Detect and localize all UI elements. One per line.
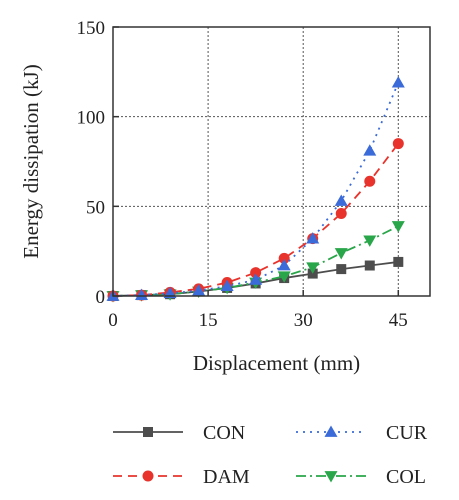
legend-item-col: COL <box>296 466 426 488</box>
legend-label: CON <box>203 422 245 444</box>
data-point-cur <box>363 144 377 156</box>
data-point-dam <box>250 267 262 279</box>
data-point-con <box>393 256 404 267</box>
data-point-col <box>363 235 377 247</box>
grid-lines <box>113 27 430 296</box>
y-tick-label: 100 <box>77 108 106 129</box>
legend-marker <box>142 470 154 482</box>
y-axis-title: Energy dissipation (kJ) <box>19 64 43 258</box>
data-point-cur <box>135 288 149 300</box>
legend-marker <box>143 427 153 437</box>
data-point-col <box>306 262 320 274</box>
data-point-cur <box>391 76 405 88</box>
data-point-cur <box>249 273 263 285</box>
x-tick-label: 30 <box>294 310 313 331</box>
y-tick-label: 50 <box>86 197 105 218</box>
y-tick-label: 0 <box>96 287 106 308</box>
data-point-cur <box>192 284 206 296</box>
data-point-con <box>364 260 375 271</box>
legend-item-con: CON <box>113 422 245 444</box>
legend-label: DAM <box>203 466 250 488</box>
data-point-col <box>277 271 291 283</box>
legend: CON CUR DAM COL <box>113 422 428 488</box>
data-point-dam <box>364 175 376 187</box>
data-series <box>106 76 405 303</box>
series-line-dam <box>112 143 400 297</box>
data-point-dam <box>278 252 290 264</box>
data-point-cur <box>220 279 234 292</box>
legend-marker <box>324 471 338 483</box>
series-line-cur <box>112 82 400 297</box>
legend-label: COL <box>386 466 426 488</box>
x-tick-label: 15 <box>199 310 218 331</box>
legend-item-dam: DAM <box>113 466 250 488</box>
legend-label: CUR <box>386 422 428 444</box>
data-point-dam <box>392 138 404 150</box>
legend-marker <box>324 425 338 437</box>
data-point-cur <box>334 194 348 206</box>
legend-item-cur: CUR <box>296 422 428 444</box>
data-point-cur <box>277 259 291 271</box>
data-point-con <box>336 264 347 275</box>
x-axis-title: Displacement (mm) <box>193 351 360 375</box>
x-tick-label: 45 <box>389 310 408 331</box>
axis-ticks: 0 15 30 45 0 50 100 150 <box>77 18 408 331</box>
plot-frame <box>112 26 431 297</box>
y-tick-label: 150 <box>77 18 106 39</box>
data-point-dam <box>335 208 347 220</box>
data-point-cur <box>306 232 320 244</box>
x-tick-label: 0 <box>108 310 118 331</box>
series-col <box>106 221 405 303</box>
data-point-col <box>391 221 405 233</box>
data-point-col <box>334 248 348 260</box>
